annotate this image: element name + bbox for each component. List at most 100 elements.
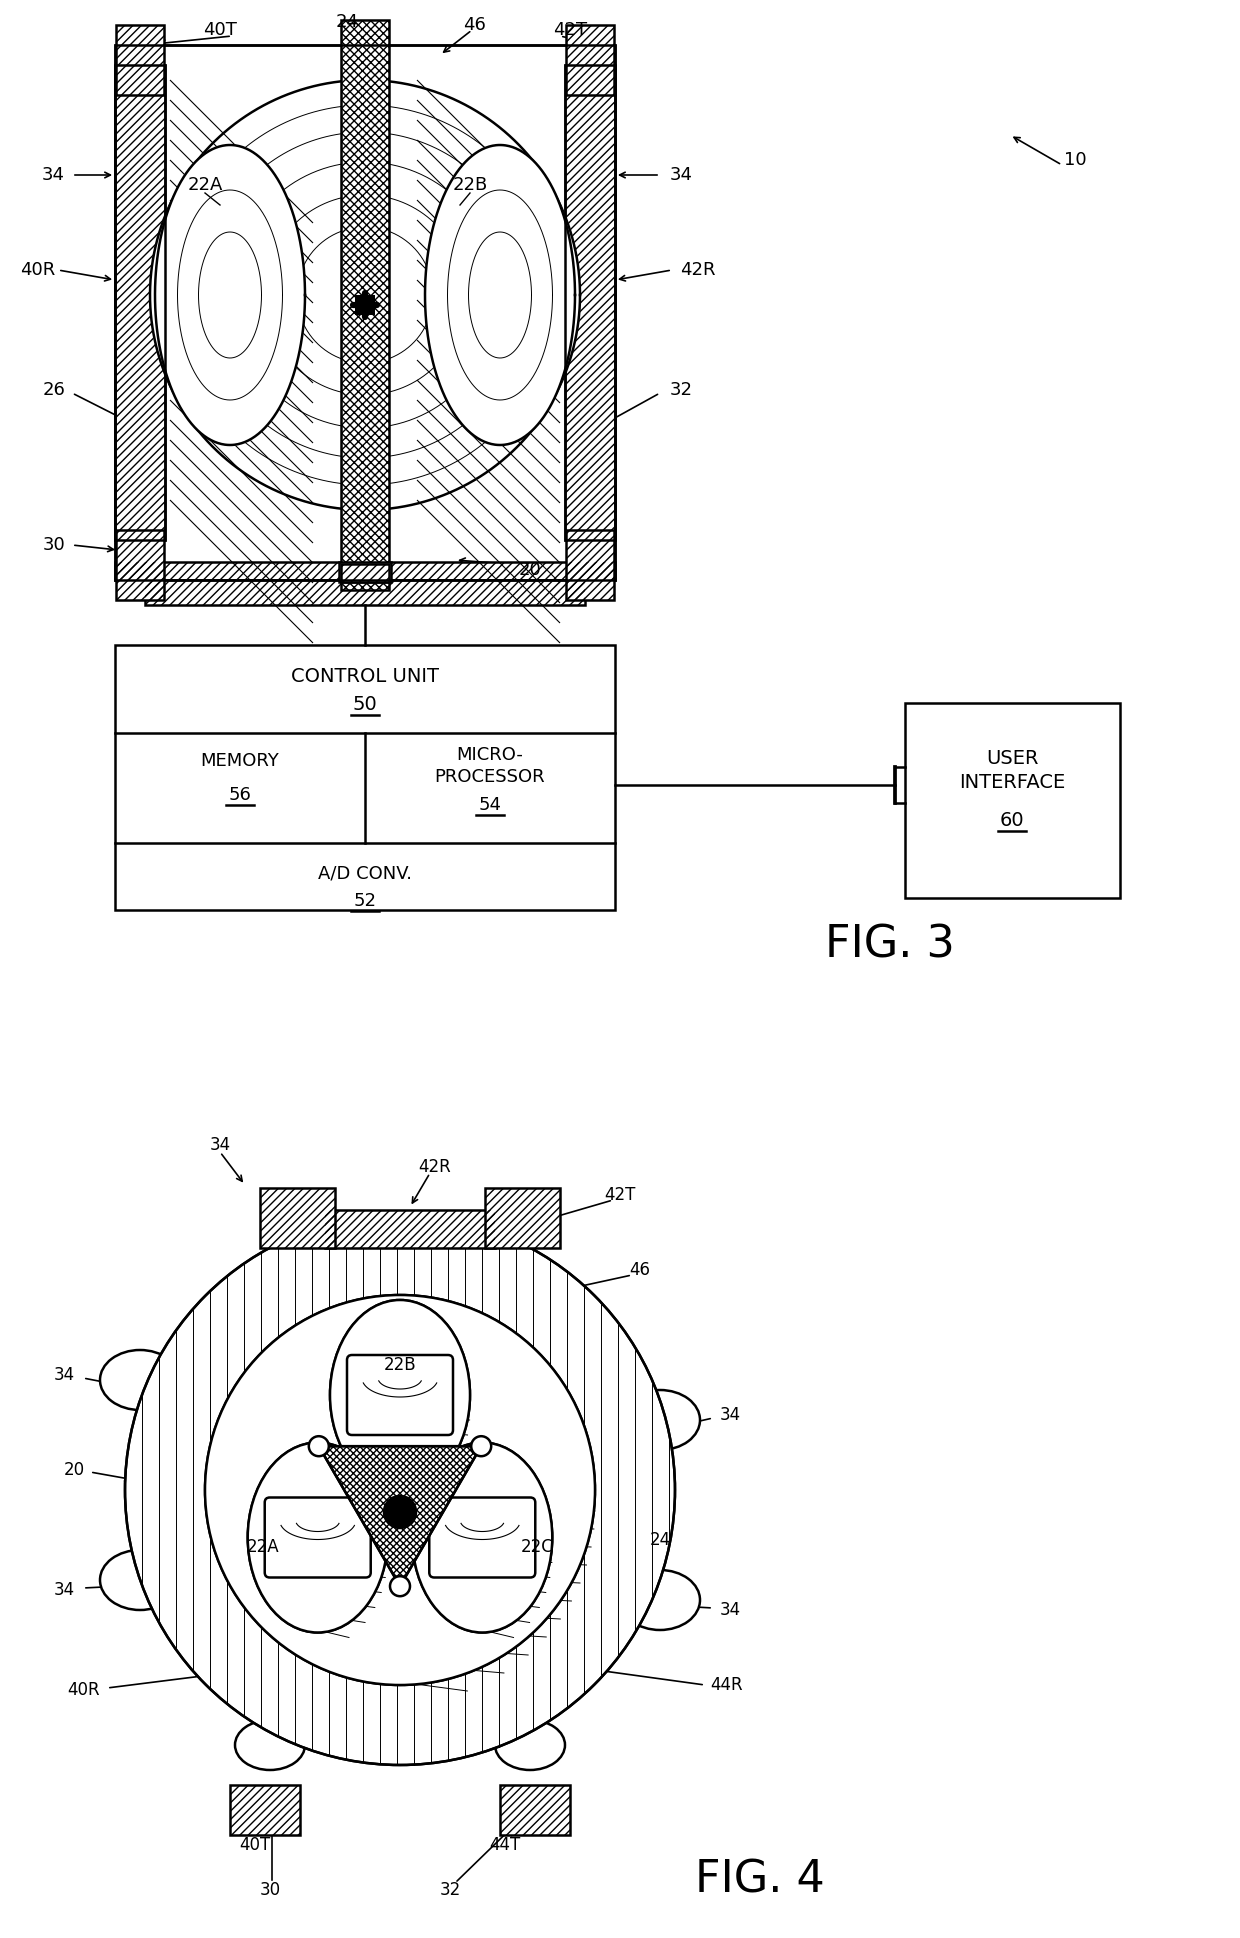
Bar — [115, 562, 615, 579]
Bar — [341, 564, 389, 581]
Bar — [341, 564, 389, 581]
Bar — [115, 45, 615, 579]
Bar — [325, 1209, 495, 1248]
Ellipse shape — [100, 1550, 180, 1610]
Text: MICRO-: MICRO- — [456, 746, 523, 764]
Text: 10: 10 — [1064, 151, 1086, 169]
Text: PROCESSOR: PROCESSOR — [435, 767, 546, 787]
Ellipse shape — [330, 1300, 470, 1490]
Bar — [229, 1785, 300, 1835]
Text: 42T: 42T — [604, 1186, 636, 1203]
Text: 34: 34 — [53, 1581, 74, 1599]
Bar — [485, 1188, 560, 1248]
Text: 26: 26 — [42, 382, 64, 399]
Bar — [565, 25, 614, 95]
Bar — [260, 1188, 335, 1248]
Text: 40T: 40T — [239, 1835, 270, 1855]
Circle shape — [384, 1496, 415, 1527]
Text: 56: 56 — [228, 787, 252, 804]
Text: 34: 34 — [720, 1405, 742, 1424]
Text: FIG. 4: FIG. 4 — [696, 1859, 825, 1901]
Text: 40R: 40R — [20, 262, 55, 279]
Text: 24: 24 — [650, 1531, 671, 1548]
Circle shape — [471, 1436, 491, 1455]
Text: FIG. 3: FIG. 3 — [825, 924, 955, 967]
Text: 60: 60 — [999, 812, 1024, 831]
Bar — [905, 703, 1120, 897]
Text: CONTROL UNIT: CONTROL UNIT — [291, 667, 439, 686]
Text: 42T: 42T — [553, 21, 587, 39]
Text: 30: 30 — [42, 537, 64, 554]
Text: 40T: 40T — [203, 21, 237, 39]
Bar — [117, 25, 164, 95]
Text: MEMORY: MEMORY — [201, 752, 279, 769]
Circle shape — [205, 1295, 595, 1684]
Polygon shape — [425, 145, 575, 446]
Text: 22B: 22B — [453, 176, 487, 194]
FancyBboxPatch shape — [429, 1498, 536, 1578]
Bar — [115, 66, 165, 541]
Text: 24: 24 — [336, 14, 358, 31]
Text: 52: 52 — [353, 891, 377, 911]
Text: 54: 54 — [479, 797, 501, 814]
Text: 34: 34 — [42, 167, 64, 184]
Text: 22A: 22A — [187, 176, 223, 194]
Polygon shape — [155, 145, 305, 446]
Text: 34: 34 — [53, 1366, 74, 1384]
Bar — [115, 645, 615, 911]
Ellipse shape — [495, 1721, 565, 1769]
Circle shape — [309, 1436, 329, 1455]
Ellipse shape — [248, 1442, 388, 1632]
Bar — [500, 1785, 570, 1835]
Text: 34: 34 — [670, 167, 693, 184]
Text: USER: USER — [986, 748, 1038, 767]
Bar — [115, 562, 615, 579]
FancyBboxPatch shape — [347, 1355, 453, 1434]
Bar — [117, 529, 164, 601]
Text: 34: 34 — [210, 1136, 231, 1153]
Bar — [115, 66, 165, 541]
Bar — [565, 529, 614, 601]
Text: 32: 32 — [439, 1882, 460, 1899]
Bar — [341, 19, 389, 589]
Bar — [565, 66, 615, 541]
Bar — [339, 562, 391, 581]
Text: 32: 32 — [670, 382, 693, 399]
Text: 30: 30 — [259, 1882, 280, 1899]
Text: 42R: 42R — [680, 262, 715, 279]
Polygon shape — [150, 79, 580, 510]
Bar — [500, 1785, 570, 1835]
Text: A/D CONV.: A/D CONV. — [317, 864, 412, 882]
Ellipse shape — [620, 1390, 701, 1450]
Ellipse shape — [248, 1442, 388, 1632]
Bar — [485, 1188, 560, 1248]
Text: 44R: 44R — [711, 1676, 743, 1694]
Bar — [325, 1209, 495, 1248]
Bar — [115, 45, 615, 579]
Circle shape — [125, 1215, 675, 1766]
Text: 22C: 22C — [521, 1539, 553, 1556]
Text: 50: 50 — [352, 696, 377, 715]
Text: 44T: 44T — [490, 1835, 521, 1855]
Polygon shape — [315, 225, 415, 364]
Bar — [565, 66, 615, 541]
Ellipse shape — [100, 1351, 180, 1411]
Text: 20: 20 — [64, 1461, 86, 1479]
Bar — [145, 579, 585, 605]
Text: 46: 46 — [464, 16, 486, 35]
Polygon shape — [319, 1446, 481, 1585]
Bar — [565, 25, 614, 95]
Ellipse shape — [412, 1442, 552, 1632]
Bar — [117, 25, 164, 95]
Bar — [355, 295, 374, 316]
Ellipse shape — [620, 1570, 701, 1630]
Text: 34: 34 — [720, 1601, 742, 1618]
Text: 20: 20 — [518, 560, 542, 579]
Bar — [145, 579, 585, 605]
Bar — [565, 66, 615, 541]
Text: 40R: 40R — [67, 1680, 100, 1700]
Bar — [260, 1188, 335, 1248]
FancyBboxPatch shape — [264, 1498, 371, 1578]
Bar — [115, 66, 165, 541]
Text: 22B: 22B — [383, 1357, 417, 1374]
